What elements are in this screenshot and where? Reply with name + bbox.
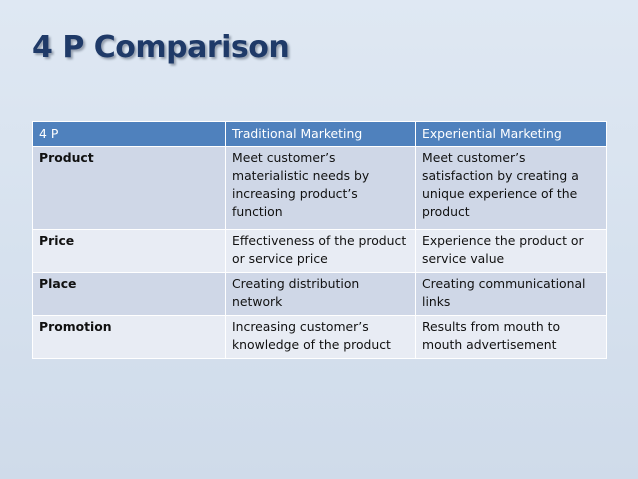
- cell-traditional-price: Effectiveness of the product or service …: [225, 229, 416, 273]
- table-header-row: 4 P Traditional Marketing Experiential M…: [32, 121, 607, 147]
- row-label-promotion: Promotion: [32, 315, 226, 359]
- cell-experiential-place: Creating communicational links: [415, 272, 607, 316]
- cell-experiential-price: Experience the product or service value: [415, 229, 607, 273]
- table-row-place: Place Creating distribution network Crea…: [32, 272, 607, 316]
- row-label-product: Product: [32, 146, 226, 230]
- column-header-experiential-marketing: Experiential Marketing: [415, 121, 607, 147]
- cell-experiential-promotion: Results from mouth to mouth advertisemen…: [415, 315, 607, 359]
- cell-traditional-promotion: Increasing customer’s knowledge of the p…: [225, 315, 416, 359]
- cell-traditional-product: Meet customer’s materialistic needs by i…: [225, 146, 416, 230]
- cell-traditional-place: Creating distribution network: [225, 272, 416, 316]
- row-label-price: Price: [32, 229, 226, 273]
- table-row-price: Price Effectiveness of the product or se…: [32, 229, 607, 273]
- column-header-4p: 4 P: [32, 121, 226, 147]
- cell-experiential-product: Meet customer’s satisfaction by creating…: [415, 146, 607, 230]
- column-header-traditional-marketing: Traditional Marketing: [225, 121, 416, 147]
- table-row-product: Product Meet customer’s materialistic ne…: [32, 146, 607, 230]
- slide-title: 4 P Comparison: [32, 30, 290, 65]
- row-label-place: Place: [32, 272, 226, 316]
- comparison-table: 4 P Traditional Marketing Experiential M…: [32, 121, 607, 359]
- table-row-promotion: Promotion Increasing customer’s knowledg…: [32, 315, 607, 359]
